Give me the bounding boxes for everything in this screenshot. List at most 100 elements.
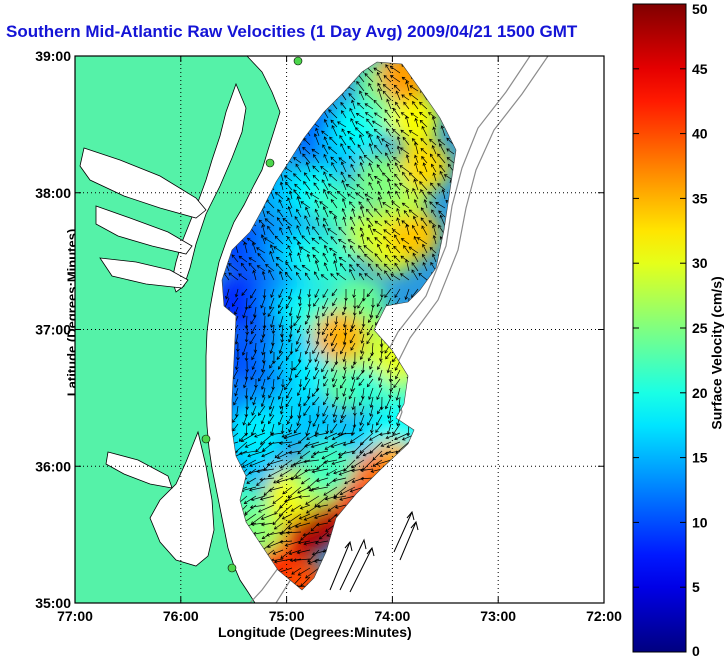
velocity-vector [323, 136, 329, 146]
velocity-vector [377, 369, 383, 382]
velocity-vector [252, 269, 257, 281]
velocity-vector [281, 378, 285, 388]
velocity-vector [366, 288, 374, 298]
velocity-vector [431, 253, 437, 263]
velocity-vector [394, 234, 401, 245]
velocity-vector [306, 306, 311, 319]
velocity-vector [315, 306, 320, 320]
velocity-vector [396, 136, 401, 146]
velocity-cell [387, 91, 440, 144]
velocity-vector [330, 333, 338, 347]
velocity-vector [258, 369, 266, 382]
velocity-vector [260, 333, 266, 343]
velocity-vector [311, 468, 329, 474]
velocity-vector [334, 504, 347, 509]
velocity-vector [293, 157, 302, 164]
velocity-vector [247, 414, 257, 426]
velocity-vector [385, 209, 392, 218]
grid [75, 56, 604, 603]
velocity-vector [373, 175, 383, 182]
velocity-vector [270, 315, 275, 328]
velocity-vector [349, 216, 356, 227]
colorbar-tick-label: 10 [692, 514, 708, 530]
x-tick-label: 75:00 [269, 608, 305, 624]
velocity-vector [429, 153, 437, 164]
velocity-vector [276, 477, 293, 484]
velocity-vector [257, 252, 266, 263]
velocity-vector [289, 558, 302, 563]
velocity-vector [348, 93, 356, 101]
velocity-vector [240, 262, 248, 272]
velocity-vector [403, 210, 410, 218]
velocity-vector [292, 459, 311, 467]
velocity-vector [331, 396, 338, 408]
velocity-vector [244, 351, 249, 362]
velocity-vector [299, 246, 311, 254]
bay-branch [99, 257, 189, 289]
velocity-vector [403, 101, 410, 110]
velocity-vector [351, 369, 356, 381]
velocity-vector [248, 486, 266, 492]
velocity-vector [359, 161, 365, 173]
velocity-vector [358, 396, 365, 406]
velocity-vector [366, 217, 374, 227]
velocity-vector [359, 205, 365, 218]
velocity-vector [306, 333, 311, 345]
velocity-vector [339, 135, 347, 146]
velocity-vector [351, 207, 356, 218]
velocity-vector [356, 255, 365, 263]
velocity-vector [244, 333, 249, 343]
velocity-vector [323, 244, 329, 254]
x-axis-label: Longitude (Degrees:Minutes) [218, 624, 412, 640]
velocity-vector [305, 495, 320, 505]
velocity-vector [374, 253, 383, 263]
velocity-vector [401, 171, 410, 182]
velocity-vector [364, 73, 374, 83]
velocity-vector [250, 324, 257, 335]
velocity-vector [306, 324, 311, 335]
velocity-vector [314, 260, 320, 272]
velocity-vector [288, 252, 293, 263]
velocity-vector [248, 468, 266, 475]
velocity-vector [243, 241, 248, 254]
velocity-vector [266, 211, 275, 218]
velocity-vector [393, 84, 401, 92]
velocity-vector [364, 193, 374, 200]
velocity-vector [339, 495, 356, 501]
velocity-vector [383, 118, 392, 128]
velocity-vector [288, 423, 293, 433]
velocity-vector [251, 360, 257, 371]
velocity-vector [311, 148, 320, 155]
velocity-vector [369, 405, 374, 417]
velocity-vector [270, 432, 284, 437]
velocity-vector [375, 459, 392, 466]
velocity-vector [384, 254, 392, 263]
velocity-vector [386, 128, 392, 137]
velocity-vector [306, 225, 311, 236]
velocity-vector [408, 172, 419, 182]
velocity-vector [377, 272, 383, 281]
velocity-vector [371, 120, 383, 128]
velocity-vector [327, 146, 338, 155]
velocity-vector [251, 351, 257, 361]
velocity-vector [384, 288, 392, 298]
velocity-vector [365, 131, 374, 137]
velocity-vector [288, 333, 293, 343]
velocity-vector [250, 369, 257, 381]
velocity-vector [385, 432, 401, 440]
velocity-vector [393, 255, 401, 263]
velocity-vector [395, 118, 401, 128]
velocity-vector [340, 405, 347, 419]
velocity-vector [313, 133, 320, 146]
velocity-vector [273, 477, 284, 484]
velocity-vector [418, 101, 428, 110]
velocity-vector [323, 459, 338, 464]
velocity-vector [366, 378, 374, 388]
velocity-vector [280, 549, 293, 559]
velocity-vector [420, 137, 428, 146]
velocity-vector [235, 360, 239, 371]
velocity-vector [341, 179, 347, 191]
velocity-vector [262, 288, 267, 299]
velocity-vector [360, 468, 374, 473]
velocity-vector [225, 288, 230, 300]
